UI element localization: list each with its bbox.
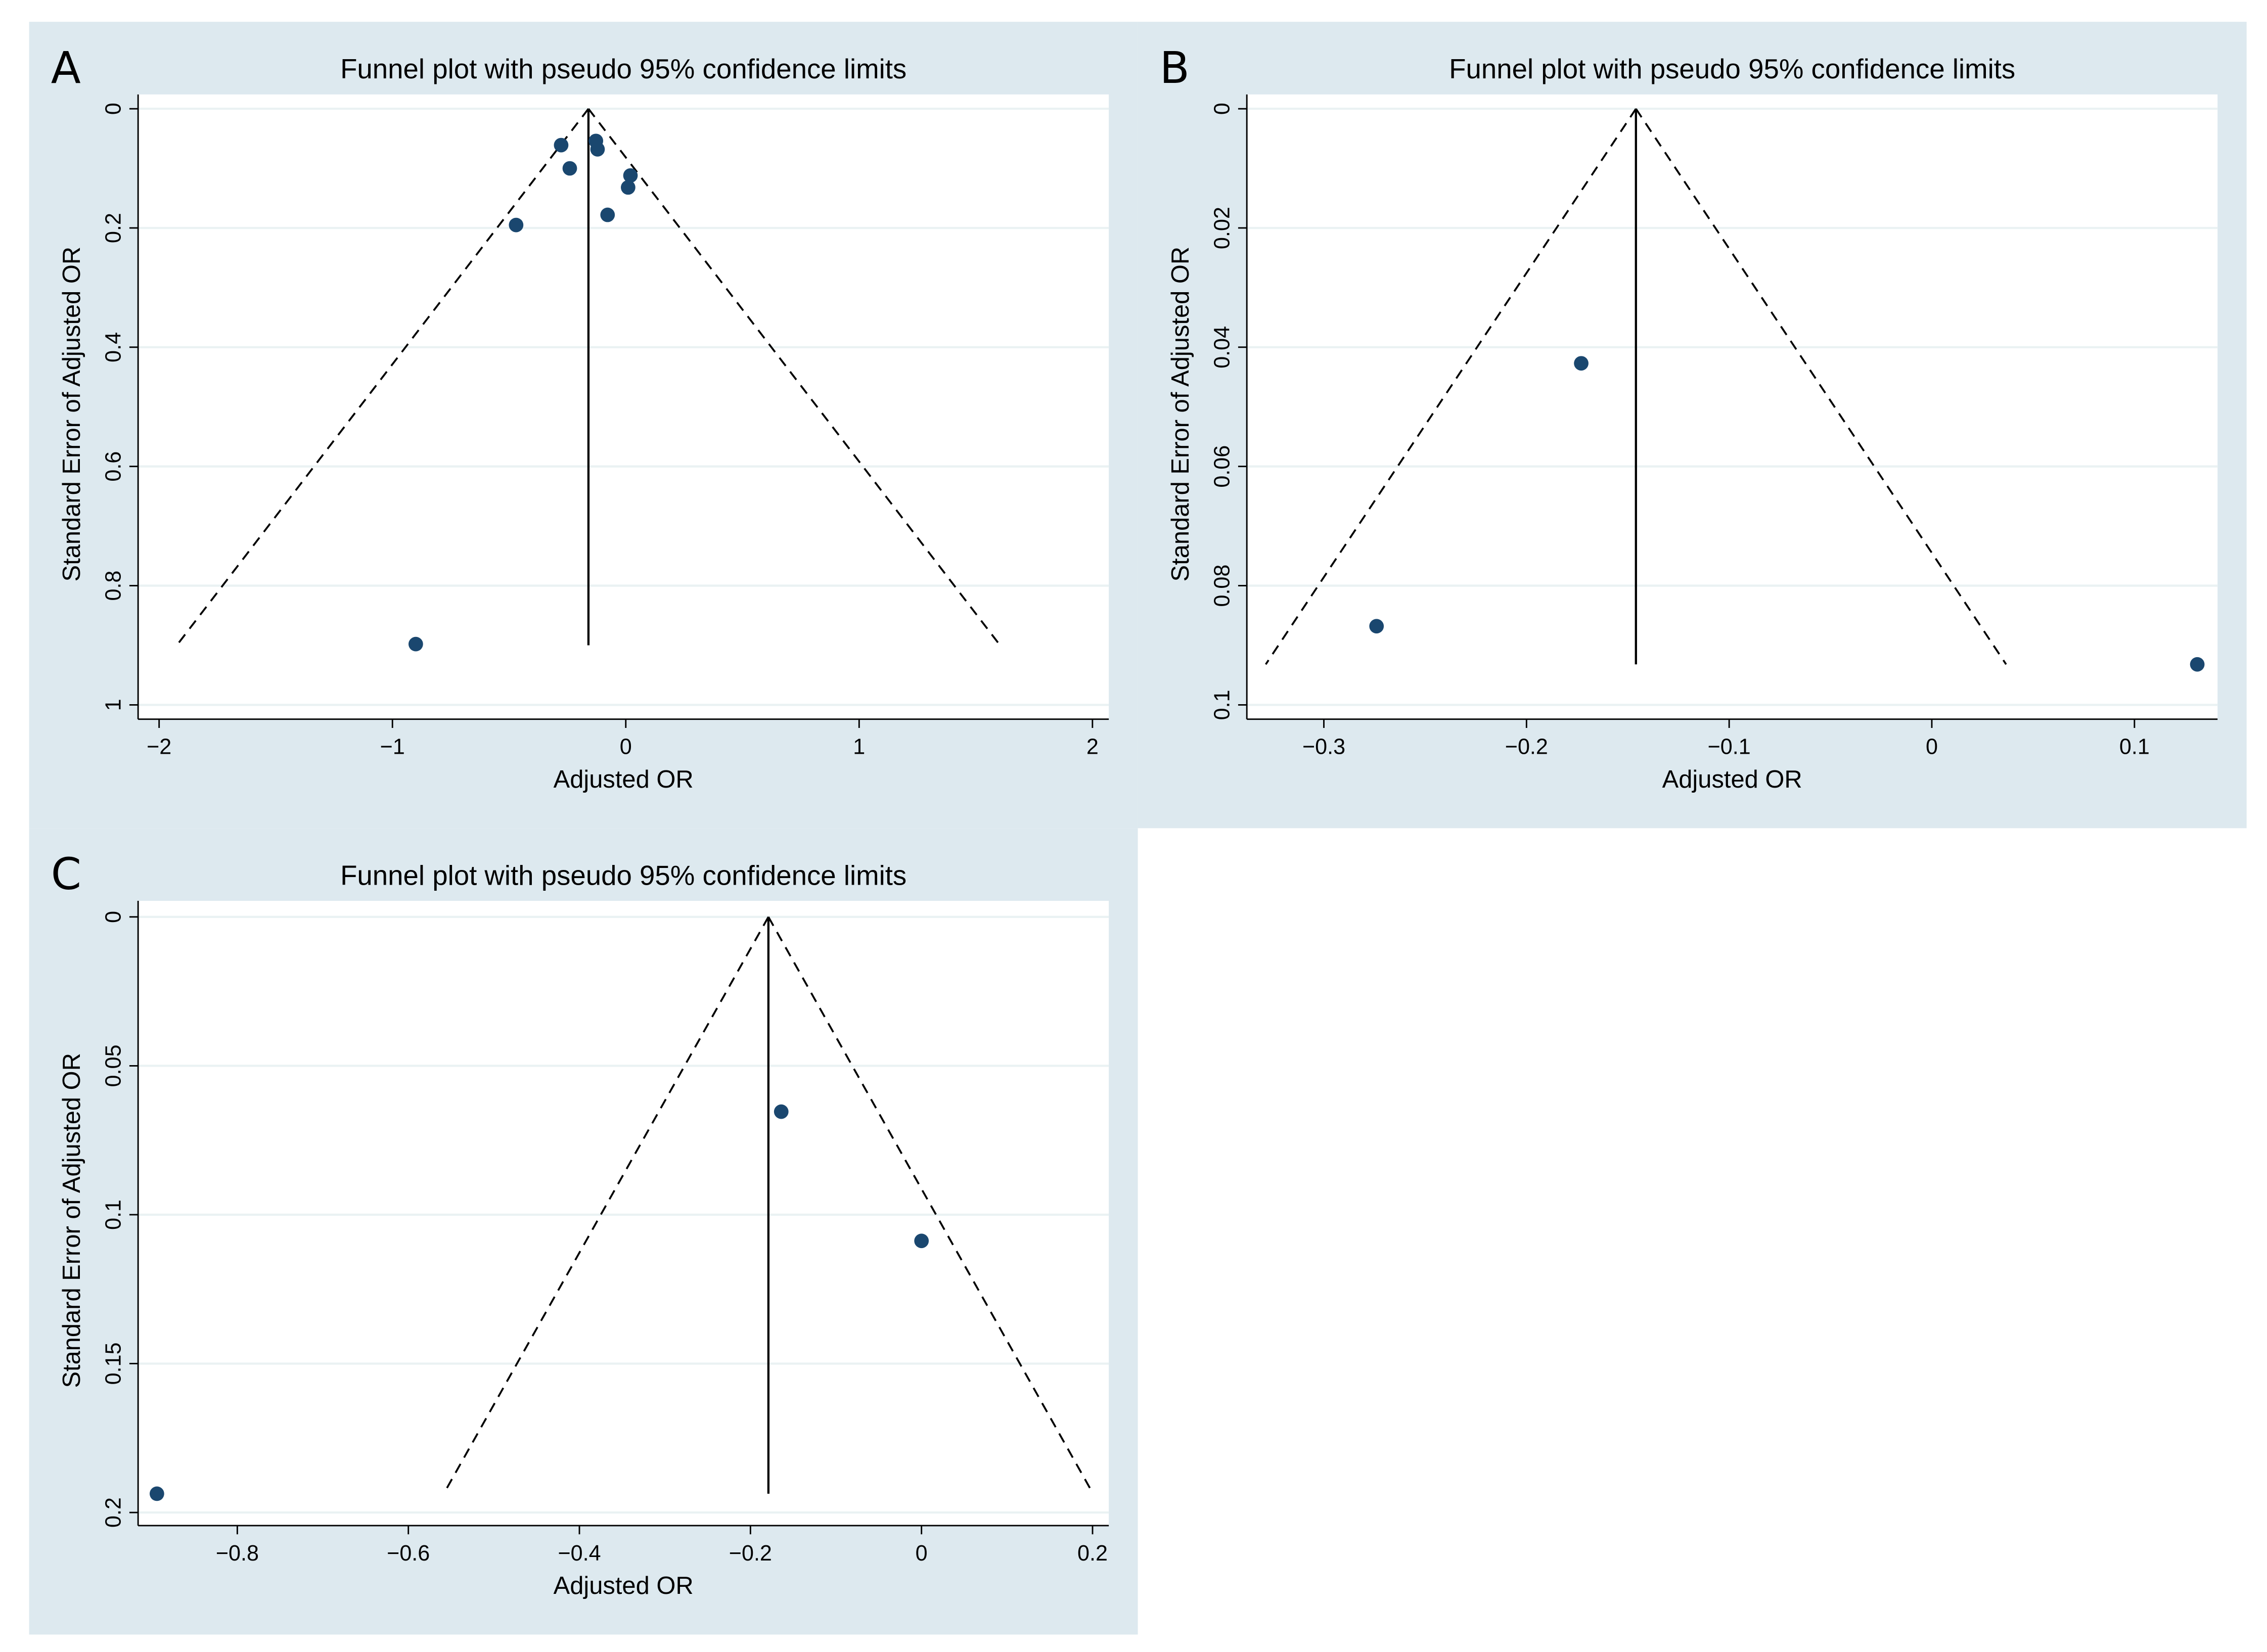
x-tick-label: −1 [380, 735, 405, 759]
plot-area [138, 901, 1109, 1526]
x-tick-label: 0.1 [2119, 735, 2150, 759]
y-tick-label: 0.2 [102, 1497, 126, 1528]
x-tick-label: 1 [853, 735, 865, 759]
data-point [554, 137, 569, 153]
chart-title: Funnel plot with pseudo 95% confidence l… [340, 860, 906, 891]
y-tick-label: 1 [102, 699, 126, 711]
confidence-limit [1635, 108, 2007, 665]
y-axis-title: Standard Error of Adjusted OR [1167, 247, 1194, 582]
plot-area [138, 94, 1109, 719]
data-point [914, 1233, 929, 1249]
data-point [623, 168, 638, 183]
y-tick-label: 0 [102, 911, 126, 923]
x-tick-label: −0.8 [216, 1541, 259, 1566]
confidence-limit [587, 108, 1001, 646]
x-tick-label: −0.3 [1302, 735, 1345, 759]
y-tick-label: 0.06 [1210, 445, 1235, 488]
y-tick-label: 0.04 [1210, 326, 1235, 369]
data-point [600, 207, 615, 222]
data-point [1574, 356, 1589, 371]
x-tick-label: −0.2 [1505, 735, 1548, 759]
confidence-limit [767, 916, 1094, 1494]
x-tick-label: 0 [916, 1541, 928, 1566]
x-tick-label: −0.1 [1708, 735, 1751, 759]
y-axis-title: Standard Error of Adjusted OR [58, 1053, 85, 1388]
x-tick-label: −0.6 [387, 1541, 430, 1566]
x-axis-title: Adjusted OR [554, 766, 694, 793]
y-tick-label: 0.02 [1210, 207, 1235, 249]
confidence-limit [1265, 108, 1637, 665]
panel-label: A [51, 43, 81, 94]
y-tick-label: 0.6 [102, 451, 126, 482]
y-tick-label: 0 [102, 103, 126, 115]
x-axis-title: Adjusted OR [554, 1572, 694, 1599]
y-tick-label: 0.4 [102, 332, 126, 362]
confidence-limit [443, 916, 769, 1494]
y-tick-label: 0.1 [1210, 690, 1235, 720]
data-point [774, 1104, 789, 1119]
confidence-limit [176, 108, 590, 646]
y-tick-label: 0.15 [102, 1343, 126, 1385]
chart-title: Funnel plot with pseudo 95% confidence l… [1449, 54, 2015, 84]
data-point [149, 1486, 164, 1501]
y-tick-label: 0.05 [102, 1044, 126, 1087]
data-point [562, 161, 577, 176]
x-tick-label: 0.2 [1077, 1541, 1108, 1566]
x-tick-label: −2 [147, 735, 171, 759]
data-point [590, 142, 605, 157]
panel-label: B [1160, 43, 1190, 94]
y-axis-title: Standard Error of Adjusted OR [58, 247, 85, 582]
y-tick-label: 0.8 [102, 571, 126, 601]
x-tick-label: −0.2 [729, 1541, 772, 1566]
x-tick-label: −0.4 [558, 1541, 601, 1566]
chart-title: Funnel plot with pseudo 95% confidence l… [340, 54, 906, 84]
data-point [2190, 657, 2205, 672]
y-tick-label: 0.2 [102, 213, 126, 243]
y-tick-label: 0.1 [102, 1200, 126, 1230]
y-tick-label: 0 [1210, 103, 1235, 115]
x-tick-label: 2 [1086, 735, 1099, 759]
panel-label: C [51, 849, 81, 900]
plot-area [1247, 94, 2218, 719]
x-axis-title: Adjusted OR [1662, 766, 1802, 793]
data-point [621, 180, 636, 195]
data-point [1369, 619, 1384, 634]
x-tick-label: 0 [1926, 735, 1938, 759]
data-point [409, 636, 423, 652]
x-tick-label: 0 [620, 735, 632, 759]
y-tick-label: 0.08 [1210, 565, 1235, 607]
data-point [509, 217, 524, 233]
